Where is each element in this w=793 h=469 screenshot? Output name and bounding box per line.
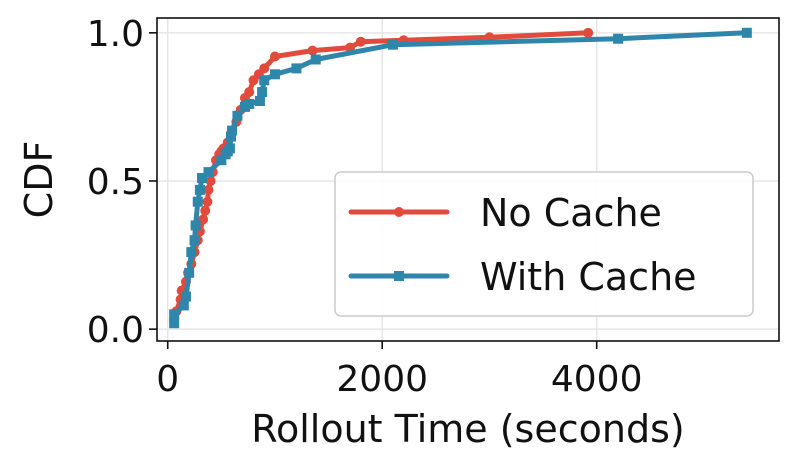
y-tick-label-2: 1.0 [87,14,144,55]
data-point-1-18 [232,110,243,121]
data-point-1-0 [169,318,180,329]
data-point-0-11 [200,205,211,216]
data-point-0-32 [355,36,366,47]
data-point-1-22 [257,87,268,98]
data-point-1-16 [225,131,236,142]
data-point-1-25 [291,63,302,74]
data-point-1-15 [224,143,235,154]
data-point-1-7 [190,220,201,231]
legend-label-0: No Cache [480,191,662,235]
data-point-0-14 [205,175,216,186]
data-point-1-20 [244,98,255,109]
y-tick-label-0: 0.0 [87,310,144,351]
data-point-1-6 [189,235,200,246]
data-point-1-2 [178,300,189,311]
legend-label-1: With Cache [480,255,697,299]
data-point-0-30 [307,45,318,56]
x-tick-label-2: 4000 [551,359,643,400]
data-point-1-17 [227,125,238,136]
legend-box [334,171,754,317]
x-tick-label-0: 0 [156,359,179,400]
plot-frame [156,17,780,342]
data-point-0-13 [203,184,214,195]
data-point-1-21 [254,95,265,106]
data-point-1-4 [184,267,195,278]
data-point-0-12 [202,196,213,207]
y-tick-label-1: 0.5 [87,162,144,203]
data-point-1-27 [387,39,398,50]
data-point-0-29 [269,51,280,62]
tick-layer: 0 2000 4000 0.0 0.5 1.0 [87,14,643,400]
data-point-1-5 [186,247,197,258]
data-point-1-26 [310,54,321,65]
data-point-1-8 [192,196,203,207]
data-point-1-11 [203,167,214,178]
x-axis-label: Rollout Time (seconds) [251,407,684,451]
data-point-1-12 [216,155,227,166]
data-point-0-10 [198,214,209,225]
data-point-1-3 [180,291,191,302]
series-1 [169,27,752,329]
series-layer [169,27,752,329]
data-point-0-35 [583,27,594,38]
data-point-1-23 [259,75,270,86]
data-point-1-9 [194,184,205,195]
legend: No Cache With Cache [334,171,754,317]
data-point-1-1 [169,309,180,320]
legend-marker-1 [394,271,404,281]
data-point-1-28 [613,33,624,44]
data-point-1-10 [197,173,208,184]
data-point-0-28 [259,63,270,74]
data-point-1-29 [741,27,752,38]
data-point-1-24 [269,69,280,80]
x-tick-label-1: 2000 [336,359,428,400]
legend-marker-0 [394,207,404,217]
y-axis-label: CDF [17,141,61,219]
data-point-0-25 [244,87,255,98]
